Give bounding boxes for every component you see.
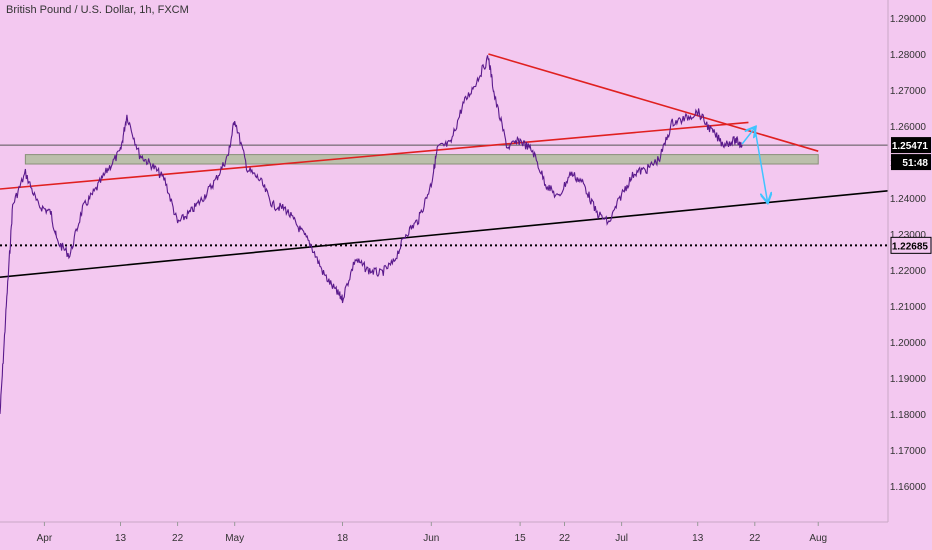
y-tick-label: 1.23000 [890,230,927,241]
trend-line [488,53,819,152]
x-tick-label: 22 [172,533,184,544]
x-tick-label: 22 [749,533,761,544]
chart-title: British Pound / U.S. Dollar, 1h, FXCM [6,4,189,16]
last-price-tag: 1.25471 [892,141,929,152]
level-price-tag-bg [890,236,932,254]
y-tick-label: 1.18000 [890,410,927,421]
y-tick-label: 1.28000 [890,50,927,61]
y-tick-label: 1.19000 [890,374,927,385]
y-tick-label: 1.16000 [890,482,927,493]
y-tick-label: 1.29000 [890,14,927,25]
x-tick-label: 22 [559,533,571,544]
countdown-tag-bg [891,154,931,171]
trend-line [0,121,749,190]
projection-arrow [741,128,755,145]
level-price-tag: 1.22685 [892,241,929,252]
support-zone [24,154,819,165]
x-tick-label: May [225,533,244,544]
y-tick-label: 1.24000 [890,194,927,205]
x-tick-label: 15 [515,533,527,544]
x-tick-label: Jun [423,533,439,544]
y-tick-label: 1.21000 [890,302,927,313]
y-tick-label: 1.20000 [890,338,927,349]
x-tick-label: Aug [809,533,827,544]
projection-arrow [754,127,768,202]
price-series-line [0,55,743,414]
y-tick-label: 1.27000 [890,86,927,97]
y-tick-label: 1.26000 [890,122,927,133]
x-tick-label: 13 [692,533,704,544]
x-tick-label: 18 [337,533,349,544]
trend-line [0,190,889,278]
last-price-tag-bg [891,137,931,154]
x-tick-label: 13 [115,533,127,544]
x-tick-label: Jul [615,533,628,544]
y-tick-label: 1.22000 [890,266,927,277]
x-tick-label: Apr [37,533,53,544]
countdown-tag: 51:48 [902,158,928,169]
y-tick-label: 1.17000 [890,446,927,457]
